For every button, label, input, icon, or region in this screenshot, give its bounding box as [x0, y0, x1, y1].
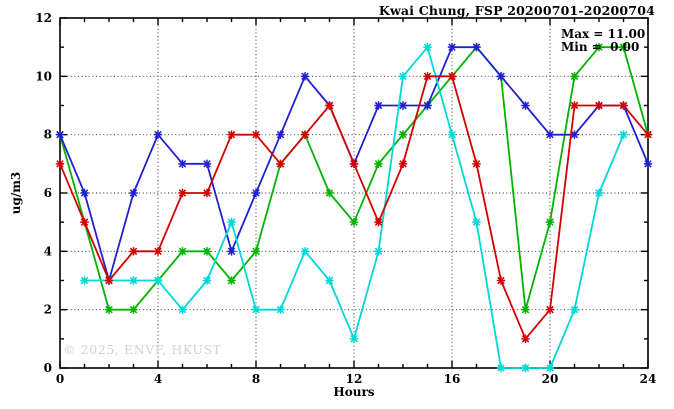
series-line-cyan	[83, 46, 625, 369]
x-tick-label-24: 24	[640, 372, 657, 386]
x-tick-label-8: 8	[252, 372, 260, 386]
x-tick-label-16: 16	[444, 372, 461, 386]
y-axis-title: ug/m3	[9, 171, 23, 215]
watermark: © 2025, ENVF, HKUST	[63, 342, 222, 357]
y-tick-label-12: 12	[35, 11, 52, 25]
x-axis-title: Hours	[333, 385, 375, 399]
series-markers-cyan	[80, 42, 628, 373]
x-tick-label-4: 4	[154, 372, 162, 386]
y-tick-label-8: 8	[44, 128, 52, 142]
y-tick-label-0: 0	[44, 361, 52, 375]
x-tick-label-12: 12	[346, 372, 363, 386]
x-tick-label-0: 0	[56, 372, 64, 386]
series-markers-red	[55, 72, 653, 344]
plot-border	[59, 17, 649, 369]
annotation-min: Min = 0.00	[561, 40, 640, 54]
x-tick-label-20: 20	[542, 372, 559, 386]
chart-title: Kwai Chung, FSP 20200701-20200704	[378, 3, 655, 18]
annotation-max: Max = 11.00	[561, 27, 646, 41]
y-tick-label-6: 6	[44, 186, 52, 200]
y-tick-label-2: 2	[44, 303, 52, 317]
y-tick-label-4: 4	[44, 244, 52, 258]
y-tick-label-10: 10	[35, 69, 52, 83]
